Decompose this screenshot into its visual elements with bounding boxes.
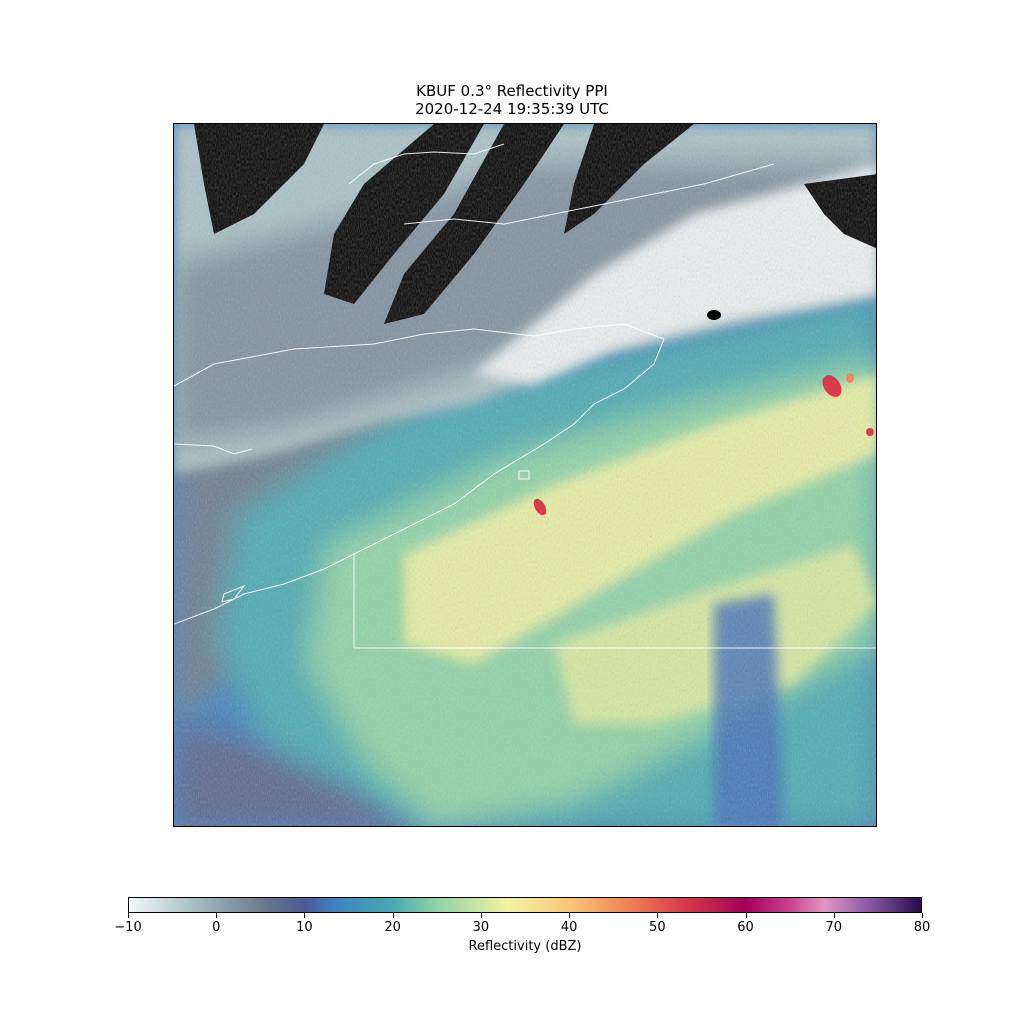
colorbar-tick-label: 40 — [560, 920, 578, 935]
colorbar-tick-mark — [392, 913, 394, 918]
colorbar-tick-mark — [127, 913, 129, 918]
plot-title: KBUF 0.3° Reflectivity PPI — [416, 82, 608, 100]
colorbar-tick-mark — [215, 913, 217, 918]
island-outline — [221, 584, 246, 603]
colorbar-tick-label: 30 — [472, 920, 490, 935]
lake-ontario-shore — [403, 163, 775, 225]
canada-shoreline — [348, 143, 505, 185]
colorbar-tick-label: 20 — [384, 920, 401, 935]
colorbar-tick-label: 10 — [296, 920, 313, 935]
county-box — [518, 470, 530, 480]
shoreline-west — [174, 443, 253, 455]
colorbar-tick-label: 50 — [649, 920, 666, 935]
high-reflectivity-cells — [533, 373, 874, 516]
radar-noise-texture — [174, 124, 876, 826]
colorbar-tick-mark — [303, 913, 305, 918]
plot-timestamp: 2020-12-24 19:35:39 UTC — [415, 100, 609, 118]
radar-site-marker — [707, 310, 721, 320]
reflectivity-colorbar — [128, 897, 922, 913]
colorbar-tick-mark — [833, 913, 835, 918]
colorbar-tick-label: 70 — [825, 920, 843, 935]
colorbar-tick-mark — [656, 913, 658, 918]
colorbar-tick-label: 80 — [913, 920, 931, 935]
colorbar-tick-label: −10 — [114, 920, 142, 935]
colorbar-tick-label: 60 — [737, 920, 754, 935]
colorbar-tick-mark — [568, 913, 570, 918]
colorbar-tick-mark — [480, 913, 482, 918]
colorbar-tick-mark — [921, 913, 923, 918]
colorbar-label: Reflectivity (dBZ) — [468, 939, 582, 954]
state-border — [353, 554, 876, 649]
lake-erie-shoreline — [174, 323, 665, 625]
colorbar-tick-label: 0 — [212, 920, 221, 935]
boundary-lines — [174, 143, 876, 649]
radar-ppi-map — [173, 123, 877, 827]
reflectivity-field — [174, 124, 876, 826]
colorbar-tick-mark — [745, 913, 747, 918]
